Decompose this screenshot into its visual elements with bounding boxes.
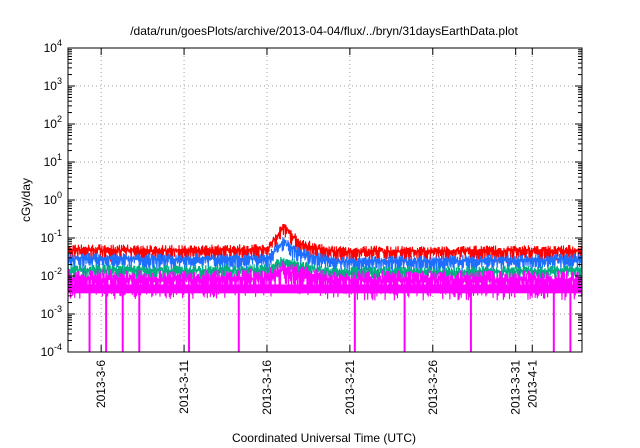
plot-area [67, 223, 583, 352]
x-tick-label: 2013-3-11 [177, 360, 191, 414]
y-axis: 10-4 10-3 10-2 10-1 100 101 102 103 104 [41, 38, 582, 359]
y-tick-label: 101 [44, 152, 62, 169]
y-tick-label: 103 [44, 76, 62, 93]
chart-title: /data/run/goesPlots/archive/2013-04-04/f… [130, 24, 518, 38]
series-line [67, 236, 583, 274]
x-tick-label: 2013-3-21 [343, 360, 357, 415]
y-tick-label: 102 [44, 114, 62, 131]
grid [68, 48, 582, 352]
y-tick-label: 10-2 [41, 266, 62, 283]
y-tick-label: 10-4 [41, 342, 62, 359]
x-tick-label: 2013-3-26 [426, 360, 440, 415]
y-tick-label: 10-3 [41, 304, 62, 321]
y-tick-label: 100 [44, 190, 62, 207]
x-axis: 2013-3-6 2013-3-11 2013-3-16 2013-3-21 2013-… [94, 48, 539, 415]
series-band [68, 284, 582, 294]
y-axis-label: cGy/day [19, 178, 33, 222]
x-tick-label: 2013-3-16 [260, 360, 274, 415]
y-tick-label: 104 [44, 38, 62, 55]
y-tick-label: 10-1 [41, 228, 62, 245]
series-line [67, 256, 583, 284]
x-tick-label: 2013-3-31 [509, 360, 523, 415]
x-tick-label: 2013-3-6 [94, 360, 108, 408]
series-line [67, 261, 583, 301]
x-tick-label: 2013-4-1 [525, 360, 539, 408]
x-axis-label: Coordinated Universal Time (UTC) [232, 431, 416, 445]
